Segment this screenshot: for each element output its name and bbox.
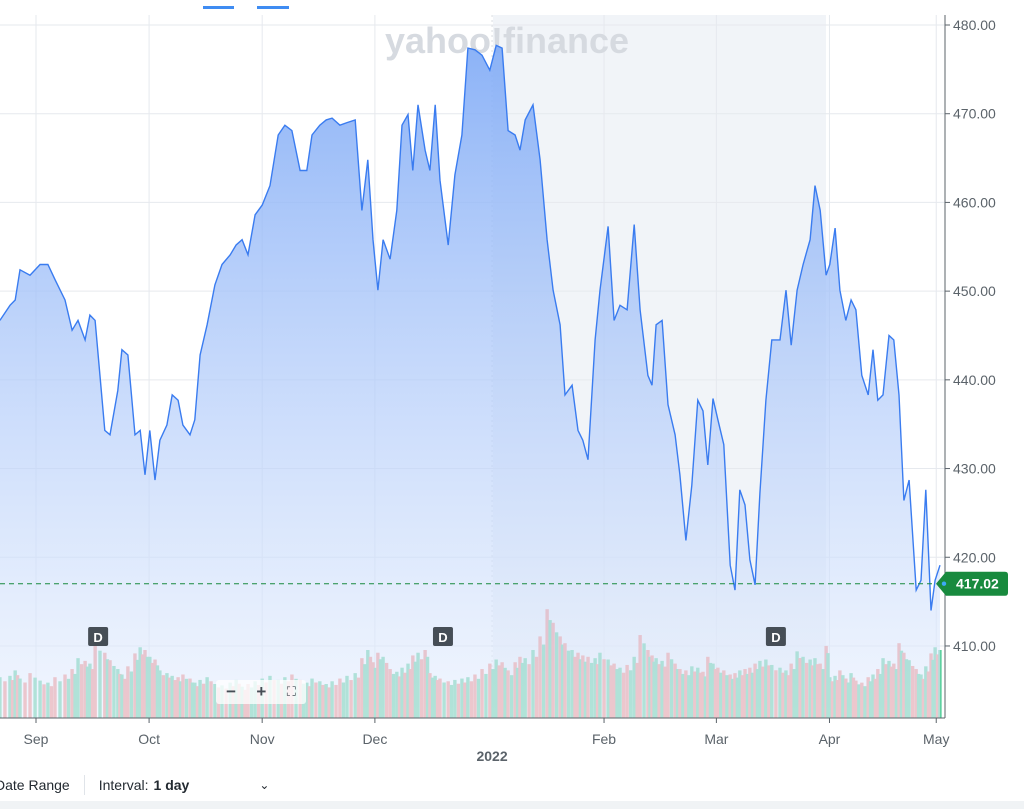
x-tick-label: Sep [24,731,49,747]
y-tick-label: 420.00 [953,549,996,565]
interval-label: Interval: [98,777,149,793]
y-tick-label: 430.00 [953,461,996,477]
price-area [0,45,940,718]
divider [83,775,85,795]
x-tick-label: Mar [704,731,728,747]
zoom-out-button[interactable]: − [226,682,237,701]
dividend-badge [765,627,786,646]
x-tick-label: Apr [819,731,841,747]
y-tick-label: 480.00 [953,17,996,33]
range-tab-indicator[interactable] [203,6,234,9]
x-tick-label: May [923,731,949,747]
chevron-down-icon[interactable]: ⌄ [259,778,270,792]
zoom-in-button[interactable]: + [256,682,267,701]
x-axis: Sep Oct Nov Dec Feb Mar Apr May 2022 [24,718,949,764]
year-label: 2022 [476,748,507,764]
zoom-controls: − + ⛶ [216,680,306,704]
dividend-label: D [771,630,780,645]
dividend-badge [88,627,109,646]
y-tick-label: 410.00 [953,638,996,654]
interval-dropdown[interactable]: Interval: 1 day [99,777,190,793]
dividend-badge [432,627,453,646]
price-chart[interactable]: yahoo!finance D D D 480.00 470.00 460.00 450.… [0,0,1024,770]
y-tick-label: 460.00 [953,194,996,210]
dividend-label: D [438,630,447,645]
y-axis: 480.00 470.00 460.00 450.00 440.00 430.00 420.… [945,17,996,654]
dividend-marker[interactable]: D [88,627,109,646]
dividend-label: D [93,630,102,645]
x-tick-label: Oct [138,731,160,747]
x-tick-label: Nov [250,731,275,747]
y-tick-label: 450.00 [953,283,996,299]
x-tick-label: Dec [362,731,387,747]
x-tick-label: Feb [592,731,616,747]
range-tab-indicator[interactable] [257,6,289,9]
current-price-tag: 417.02 [936,571,1008,596]
chart-toolbar: Date Range Interval: 1 day ⌄ [0,770,269,800]
bottom-bar [0,801,1024,809]
interval-value: 1 day [153,777,190,793]
watermark: yahoo!finance [385,20,629,61]
y-tick-label: 470.00 [953,106,996,122]
dividend-marker[interactable]: D [765,627,786,646]
fullscreen-icon[interactable]: ⛶ [286,684,296,699]
date-range-button[interactable]: Date Range [0,777,70,793]
svg-text:417.02: 417.02 [956,576,999,592]
y-tick-label: 440.00 [953,372,996,388]
dividend-marker[interactable]: D [432,627,453,646]
price-line [0,44,941,611]
